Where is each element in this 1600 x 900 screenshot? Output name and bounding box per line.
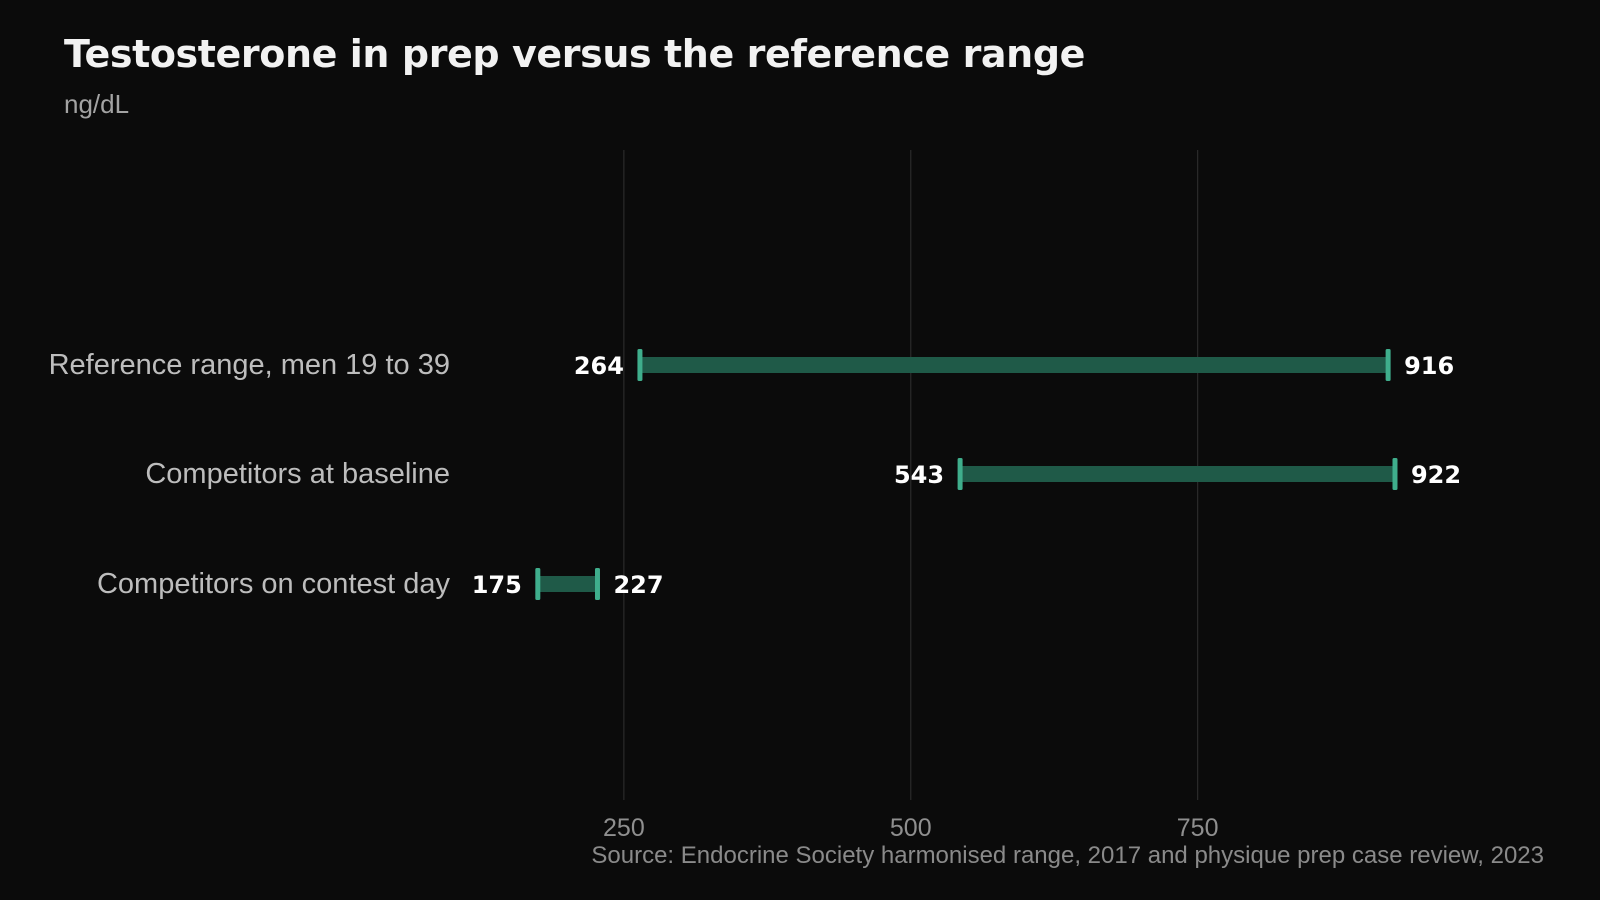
chart-title: Testosterone in prep versus the referenc… xyxy=(64,32,1085,76)
category-label: Reference range, men 19 to 39 xyxy=(49,349,450,381)
range-bar xyxy=(639,357,1389,373)
range-bar xyxy=(960,466,1395,482)
value-label-high: 922 xyxy=(1411,461,1461,489)
value-label-low: 543 xyxy=(894,461,944,489)
range-bar xyxy=(537,576,598,592)
value-label-low: 175 xyxy=(472,571,522,599)
range-cap-low xyxy=(535,568,541,600)
range-cap-high xyxy=(1385,349,1391,381)
category-label: Competitors on contest day xyxy=(97,568,451,600)
range-cap-high xyxy=(594,568,600,600)
chart-subtitle: ng/dL xyxy=(64,89,130,119)
value-label-high: 227 xyxy=(613,571,663,599)
category-label: Competitors at baseline xyxy=(145,458,450,490)
value-label-low: 264 xyxy=(574,352,624,380)
tick-label-500: 500 xyxy=(890,814,932,842)
tick-label-250: 250 xyxy=(603,814,645,842)
value-label-high: 916 xyxy=(1404,352,1454,380)
range-cap-low xyxy=(637,349,643,381)
source-note: Source: Endocrine Society harmonised ran… xyxy=(591,842,1544,869)
range-cap-high xyxy=(1392,458,1398,490)
range-cap-low xyxy=(957,458,963,490)
tick-label-750: 750 xyxy=(1177,814,1219,842)
